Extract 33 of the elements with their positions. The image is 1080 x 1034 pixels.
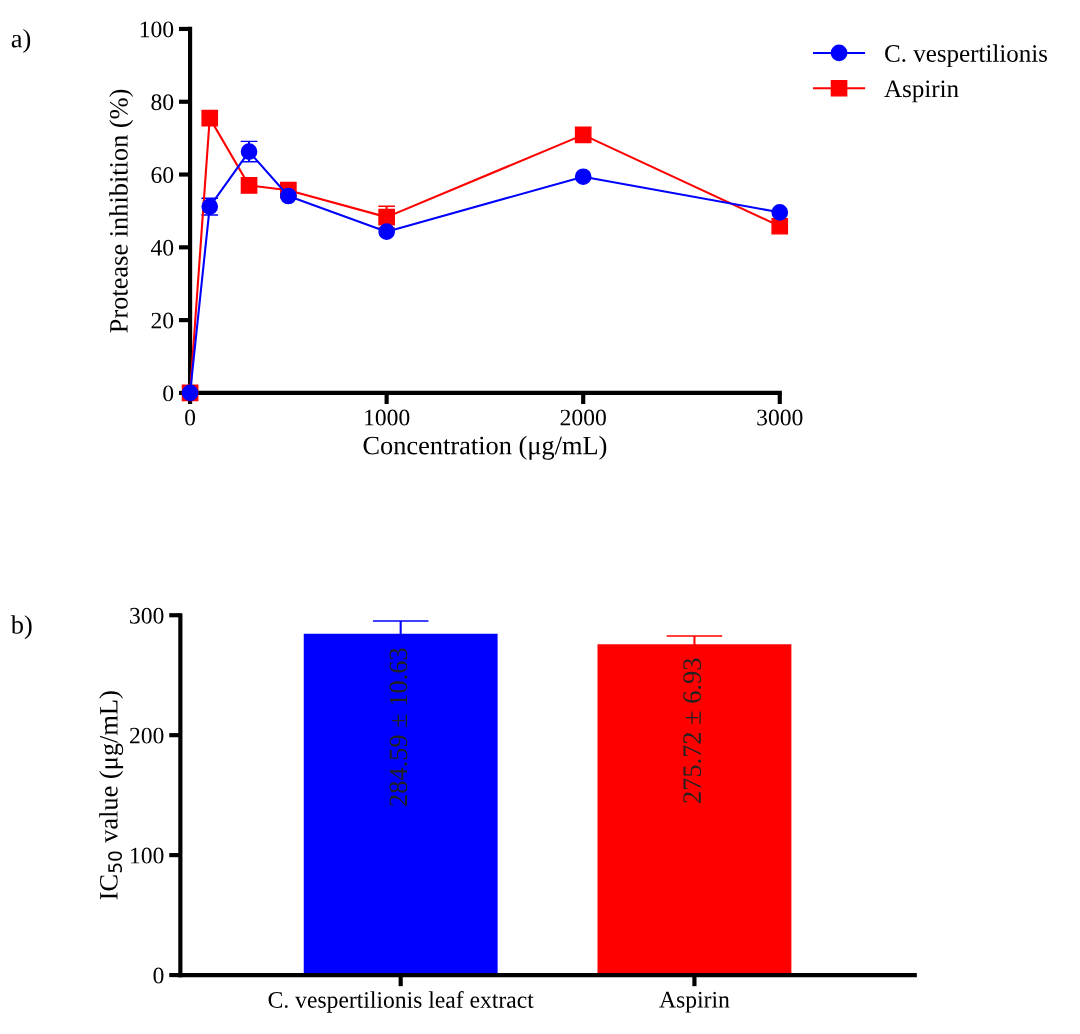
- y-tick-label: 20: [151, 312, 174, 329]
- text: a): [11, 28, 31, 53]
- text: b): [10, 615, 32, 640]
- point: [574, 126, 592, 144]
- y-tick-label: 300: [130, 607, 164, 624]
- x-tick-label: 0: [185, 409, 196, 426]
- legend-label: C. vespertilionis: [885, 44, 1048, 67]
- point: [378, 223, 395, 241]
- y-tick-label: 100: [131, 847, 164, 864]
- point: [771, 217, 789, 235]
- point: [280, 187, 297, 205]
- x-tick-label: C. vespertilionis leaf extract: [268, 991, 534, 1013]
- x-tick-label: 3000: [757, 409, 803, 426]
- point: [378, 208, 395, 226]
- y-tick-label: 0: [153, 967, 164, 984]
- data-label: 275.72 ± 6.93: [683, 658, 702, 803]
- point: [201, 109, 219, 127]
- y-tick-label: 0: [163, 385, 174, 402]
- y-axis-title: IC$_{50}$ value (μg/mL): [99, 691, 124, 900]
- x-tick-label: 2000: [560, 409, 606, 426]
- y-axis-title: Protease inhibition (%): [109, 89, 134, 333]
- legend-label: Aspirin: [884, 80, 959, 103]
- y-tick-label: 60: [151, 167, 174, 183]
- y-tick-label: 100: [140, 21, 174, 38]
- y-tick-label: 200: [130, 727, 164, 744]
- x-axis-title: Concentration (μg/mL): [363, 435, 607, 460]
- point: [574, 168, 592, 186]
- y-tick-label: 40: [150, 239, 174, 256]
- point: [771, 204, 789, 221]
- x-tick-label: 1000: [365, 409, 410, 426]
- point: [240, 177, 258, 194]
- data-label: 284.59 ± 10.63: [389, 648, 408, 806]
- y-tick-label: 80: [151, 94, 174, 111]
